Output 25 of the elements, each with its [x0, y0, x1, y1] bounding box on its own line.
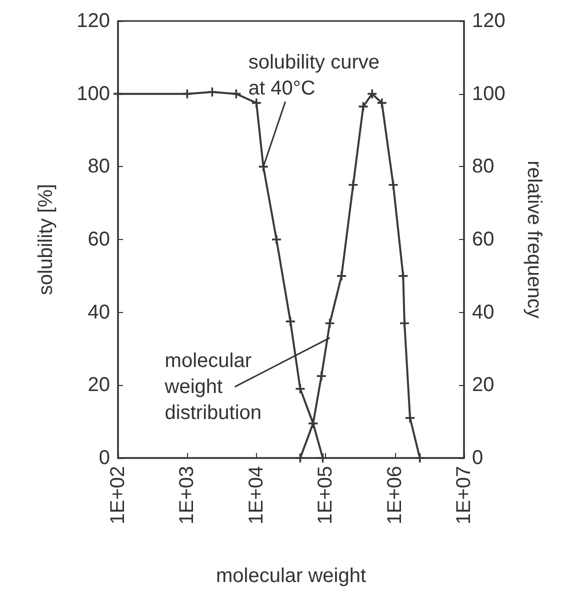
y-tick-label: 100	[76, 82, 110, 105]
y-axis-title: solubility [%]	[35, 184, 57, 296]
y-tick-label: 120	[76, 10, 110, 32]
y-tick-label: 20	[88, 374, 110, 396]
y2-axis-title: relative frequency	[523, 160, 545, 318]
y2-tick-label: 120	[472, 10, 506, 32]
x-tick-label: 1E+06	[384, 466, 406, 524]
x-tick-label: 1E+03	[176, 466, 198, 524]
annotation: solubility curve at 40°C	[248, 52, 386, 100]
y2-tick-label: 80	[472, 156, 494, 178]
y2-tick-label: 100	[472, 82, 506, 105]
x-tick-label: 1E+07	[453, 466, 475, 524]
x-tick-label: 1E+04	[245, 466, 268, 524]
y2-tick-label: 60	[472, 228, 494, 250]
x-tick-label: 1E+05	[314, 466, 337, 524]
annotation: molecular weight distribution	[164, 350, 262, 424]
y-tick-label: 80	[88, 156, 110, 178]
y-tick-label: 60	[88, 228, 110, 250]
y2-tick-label: 40	[472, 301, 494, 324]
y-tick-label: 0	[98, 447, 110, 469]
y2-tick-label: 0	[472, 447, 484, 469]
x-axis-title: molecular weight	[216, 565, 366, 587]
y2-tick-label: 20	[472, 374, 494, 396]
y-tick-label: 40	[88, 301, 110, 324]
x-tick-label: 1E+02	[107, 466, 129, 524]
